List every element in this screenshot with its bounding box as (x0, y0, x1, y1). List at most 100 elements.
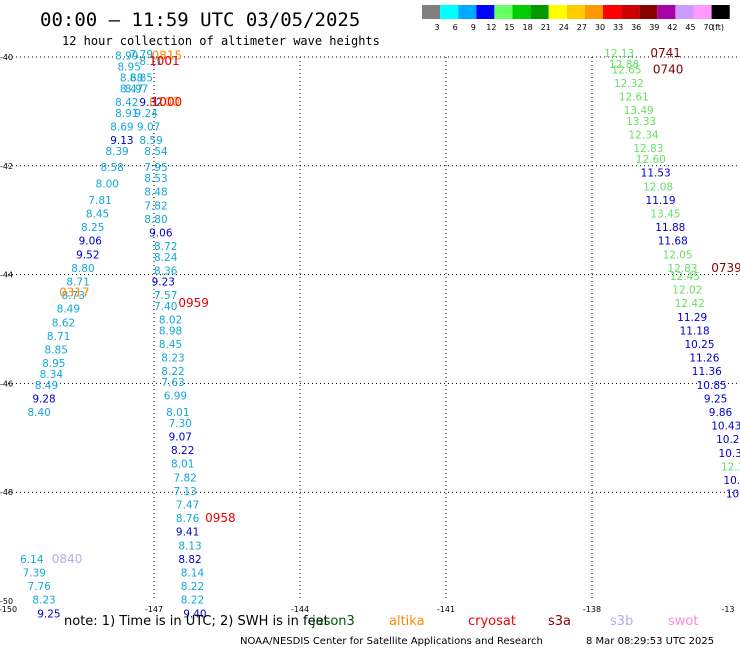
wave-height-value: 11.68 (658, 236, 688, 248)
legend-swatch (566, 5, 585, 19)
satellite-name: swot (668, 614, 698, 629)
pass-time-label: 0840 (52, 552, 83, 566)
wave-height-value: 12.88 (609, 59, 639, 71)
wave-height-value: 8.49 (35, 380, 58, 392)
wave-height-value: 8.76 (176, 513, 200, 525)
wave-height-value: 12.13 (604, 48, 634, 60)
satellite-name: cryosat (468, 614, 516, 629)
wave-height-value: 6.99 (164, 391, 187, 403)
wave-height-value: 10. (723, 475, 740, 487)
longitude-tick: -138 (583, 605, 601, 614)
wave-height-value: 11.19 (646, 195, 676, 207)
legend-unit: (ft) (712, 23, 724, 32)
wave-height-value: 11.36 (692, 366, 722, 378)
footer-timestamp: 8 Mar 08:29:53 UTC 2025 (586, 636, 714, 647)
longitude-tick: -147 (145, 605, 163, 614)
latitude-tick-labels: -40 -42 -44 -46 -48 -50 (0, 53, 13, 606)
legend-swatch (494, 5, 513, 19)
wave-height-value: 7.76 (27, 581, 51, 593)
map-title: 00:00 – 11:59 UTC 03/05/2025 (40, 9, 360, 31)
wave-height-value: 8.98 (159, 325, 182, 337)
wave-height-value: 8.22 (181, 581, 204, 593)
wave-height-value: 9.32 (139, 97, 162, 109)
wave-height-value: 7.82 (173, 472, 196, 484)
latitude-tick: -44 (0, 271, 13, 280)
wave-height-value: 9.06 (149, 228, 173, 240)
pass-time-label: 0815 (152, 49, 183, 63)
wave-height-value: 9.52 (76, 249, 99, 261)
legend-swatch (512, 5, 531, 19)
pass-time-label: 1000 (152, 95, 183, 109)
wave-height-value: 8.85 (45, 344, 68, 356)
wave-height-value: 8.69 (110, 121, 133, 133)
longitude-tick-labels: -150 -147 -144 -141 -138 -13 (0, 605, 735, 614)
footer-credit: NOAA/NESDIS Center for Satellite Applica… (240, 636, 543, 647)
wave-height-value: 8.58 (100, 162, 123, 174)
legend-label: 12 (486, 23, 496, 32)
wave-height-value: 8.48 (144, 187, 167, 199)
wave-height-value: 8.72 (154, 241, 177, 253)
latitude-tick: -42 (0, 162, 13, 171)
wave-height-value: 8.34 (40, 369, 64, 381)
legend-swatch (584, 5, 603, 19)
wave-height-value: 7.39 (23, 568, 46, 580)
wave-height-value: 8.49 (57, 304, 80, 316)
wave-height-value: 8.45 (159, 339, 182, 351)
wave-height-value: 8.80 (71, 263, 94, 275)
wave-height-value: 8.13 (178, 540, 201, 552)
longitude-tick: -150 (0, 605, 17, 614)
wave-height-value: 8.80 (144, 214, 167, 226)
wave-height-value: 12.3 (721, 461, 740, 473)
wave-height-value: 8.23 (161, 353, 184, 365)
longitude-tick: -144 (291, 605, 309, 614)
wave-height-value: 12.83 (667, 263, 697, 275)
wave-height-value: 8.53 (144, 173, 167, 185)
wave-height-value: 9.24 (135, 108, 159, 120)
wave-height-value: 8.59 (139, 135, 162, 147)
wave-height-value: 7.47 (176, 500, 199, 512)
wave-height-value: 7.30 (169, 418, 192, 430)
latitude-tick: -46 (0, 379, 13, 388)
wave-height-value: 8.95 (118, 62, 141, 74)
wave-height-value: 9.07 (169, 432, 192, 444)
wave-height-value: 8.62 (52, 317, 75, 329)
legend-label: 3 (435, 23, 440, 32)
wave-height-values: 7.798.118.998.958.858.688.978.479.328.42… (20, 48, 740, 620)
wave-height-value: 6.14 (20, 554, 44, 566)
legend-label: 30 (595, 23, 605, 32)
wave-height-value: 12.60 (636, 154, 666, 166)
legend-label: 42 (667, 23, 677, 32)
legend-swatch (639, 5, 658, 19)
wave-height-value: 12.05 (663, 249, 693, 261)
wave-height-value: 8.11 (139, 56, 162, 68)
wave-height-value: 8.68 (120, 72, 143, 84)
wave-height-value: 13.45 (650, 208, 680, 220)
wave-height-value: 11.26 (689, 353, 719, 365)
wave-height-value: 8.54 (144, 146, 168, 158)
wave-height-value: 7.82 (144, 200, 167, 212)
wave-height-value: 13.49 (624, 105, 654, 117)
wave-height-value: 9.25 (704, 393, 727, 405)
wave-height-value: 8.25 (81, 222, 104, 234)
wave-height-value: 10.85 (697, 380, 727, 392)
wave-height-value: 10.38 (719, 448, 740, 460)
legend-label: 27 (577, 23, 587, 32)
wave-height-value: 12.83 (633, 143, 663, 155)
latitude-tick: -48 (0, 488, 13, 497)
wave-height-value: 12.65 (611, 64, 641, 76)
legend-label: 15 (504, 23, 514, 32)
wave-height-value: 8.99 (115, 51, 138, 63)
legend-label: 21 (541, 23, 551, 32)
wave-height-value: 8.23 (32, 595, 55, 607)
wave-height-value: 11.88 (655, 222, 685, 234)
map-subtitle: 12 hour collection of altimeter wave hei… (62, 34, 380, 48)
legend-label: 9 (471, 23, 476, 32)
legend-label: 18 (523, 23, 533, 32)
pass-time-label: 1001 (149, 54, 180, 68)
wave-height-value: 12.45 (670, 271, 700, 283)
legend-swatch (440, 5, 459, 19)
legend-label: 70 (704, 23, 714, 32)
wave-height-value: 12.08 (643, 181, 673, 193)
longitude-tick: -13 (721, 605, 734, 614)
